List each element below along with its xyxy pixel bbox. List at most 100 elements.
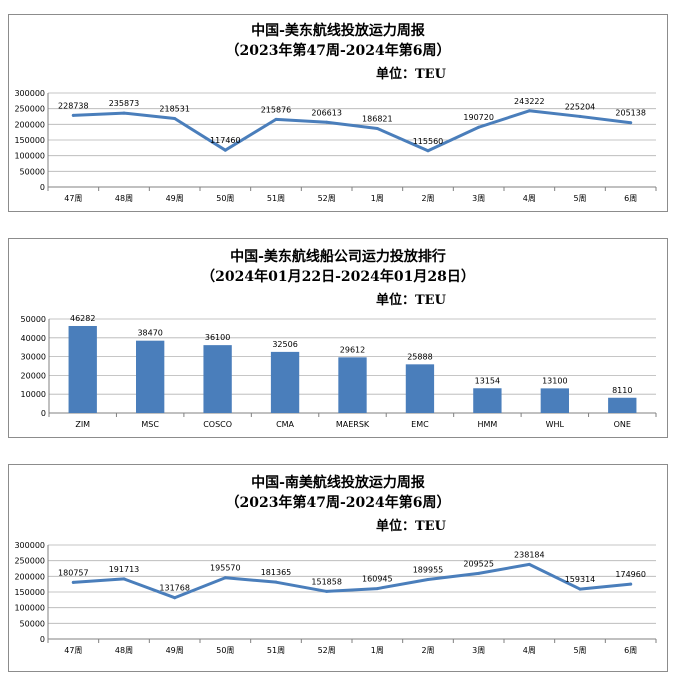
x-tick-label: 6周 [624, 646, 637, 655]
data-label: 195570 [210, 564, 241, 573]
data-label: 190720 [463, 113, 494, 122]
bar [338, 357, 367, 413]
data-point [426, 149, 430, 153]
data-point [578, 587, 582, 591]
x-tick-label: 48周 [115, 194, 133, 203]
data-label: 186821 [362, 114, 393, 123]
bar [203, 345, 232, 413]
data-label: 181365 [261, 568, 292, 577]
bar [473, 388, 502, 413]
bar [270, 351, 300, 413]
data-label: 25888 [407, 352, 432, 361]
y-tick-label: 150000 [14, 136, 45, 145]
x-tick-label: COSCO [203, 420, 232, 429]
series-line [71, 562, 633, 600]
y-tick-label: 200000 [14, 572, 45, 581]
data-label: 180757 [58, 568, 89, 577]
data-label: 159314 [565, 575, 596, 584]
y-tick-label: 30000 [21, 353, 46, 362]
x-tick-label: 3周 [472, 194, 485, 203]
bar [68, 325, 97, 413]
chart-subtitle: （2024年01月22日-2024年01月28日） [201, 269, 475, 285]
data-point [173, 596, 177, 600]
data-label: 8110 [612, 386, 632, 395]
y-tick-label: 250000 [14, 557, 45, 566]
x-tick-label: 50周 [216, 646, 234, 655]
chart-panel-us-east: 中国-美东航线投放运力周报 （2023年第47周-2024年第6周） 单位：TE… [8, 14, 668, 212]
data-point [375, 126, 379, 130]
x-tick-label: 52周 [318, 194, 336, 203]
x-tick-label: 49周 [166, 646, 184, 655]
chart-plot-south-america: 0 50000 100000 150000 200000 250000 300000 47周 4… [14, 541, 657, 655]
data-point [122, 111, 126, 115]
data-label: 32506 [272, 340, 297, 349]
y-tick-label: 0 [40, 183, 45, 192]
data-label: 117460 [210, 136, 241, 145]
x-tick-label: 1周 [371, 194, 384, 203]
x-tick-label: 51周 [267, 646, 285, 655]
x-tick-label: MSC [141, 420, 159, 429]
x-tick-label: 3周 [472, 646, 485, 655]
x-tick-label: 48周 [115, 646, 133, 655]
data-point [173, 117, 177, 121]
x-tick-label: 2周 [421, 646, 434, 655]
chart-title: 中国-美东航线船公司运力投放排行 [230, 249, 446, 265]
y-tick-label: 100000 [14, 152, 45, 161]
data-point [122, 577, 126, 581]
data-label: 218531 [159, 105, 190, 114]
bar [136, 340, 165, 413]
y-tick-label: 50000 [20, 167, 45, 176]
y-tick-label: 40000 [21, 334, 46, 343]
bar [405, 364, 435, 413]
x-tick-label: 51周 [267, 194, 285, 203]
bar [608, 397, 637, 413]
data-label: 243222 [514, 97, 545, 106]
x-tick-label: 49周 [166, 194, 184, 203]
bar [540, 388, 569, 413]
data-label: 38470 [137, 329, 162, 338]
data-point [629, 121, 633, 125]
data-label: 215876 [261, 105, 292, 114]
x-tick-label: HMM [477, 420, 497, 429]
y-tick-label: 20000 [21, 371, 46, 380]
data-point [426, 577, 430, 581]
y-tick-label: 150000 [14, 588, 45, 597]
y-tick-label: 10000 [21, 390, 46, 399]
data-label: 36100 [205, 333, 230, 342]
data-label: 191713 [109, 565, 140, 574]
x-tick-label: 5周 [573, 194, 586, 203]
x-tick-label: 1周 [371, 646, 384, 655]
chart-subtitle: （2023年第47周-2024年第6周） [225, 43, 451, 59]
data-point [527, 562, 531, 566]
y-tick-label: 100000 [14, 604, 45, 613]
data-label: 151858 [311, 577, 342, 586]
x-tick-label: WHL [546, 420, 565, 429]
data-point [223, 576, 227, 580]
chart-subtitle: （2023年第47周-2024年第6周） [225, 495, 451, 511]
data-label: 174960 [615, 570, 646, 579]
x-tick-label: ONE [614, 420, 631, 429]
series-line [71, 109, 633, 153]
chart-unit: 单位：TEU [376, 519, 446, 534]
data-point [477, 125, 481, 129]
y-tick-label: 300000 [14, 89, 45, 98]
data-label: 205138 [615, 109, 646, 118]
x-tick-label: 4周 [523, 646, 536, 655]
x-tick-label: CMA [276, 420, 294, 429]
y-tick-label: 0 [40, 635, 45, 644]
x-tick-label: MAERSK [336, 420, 370, 429]
data-point [223, 148, 227, 152]
x-tick-label: EMC [411, 420, 429, 429]
y-tick-label: 50000 [21, 315, 46, 324]
data-label: 115560 [413, 137, 444, 146]
x-tick-label: ZIM [75, 420, 90, 429]
y-tick-label: 300000 [14, 541, 45, 550]
x-tick-label: 5周 [573, 646, 586, 655]
chart-title: 中国-南美航线投放运力周报 [251, 475, 425, 491]
y-tick-label: 200000 [14, 120, 45, 129]
data-label: 189955 [413, 565, 444, 574]
chart-unit: 单位：TEU [376, 67, 446, 82]
data-point [71, 580, 75, 584]
data-point [477, 571, 481, 575]
x-tick-label: 4周 [523, 194, 536, 203]
